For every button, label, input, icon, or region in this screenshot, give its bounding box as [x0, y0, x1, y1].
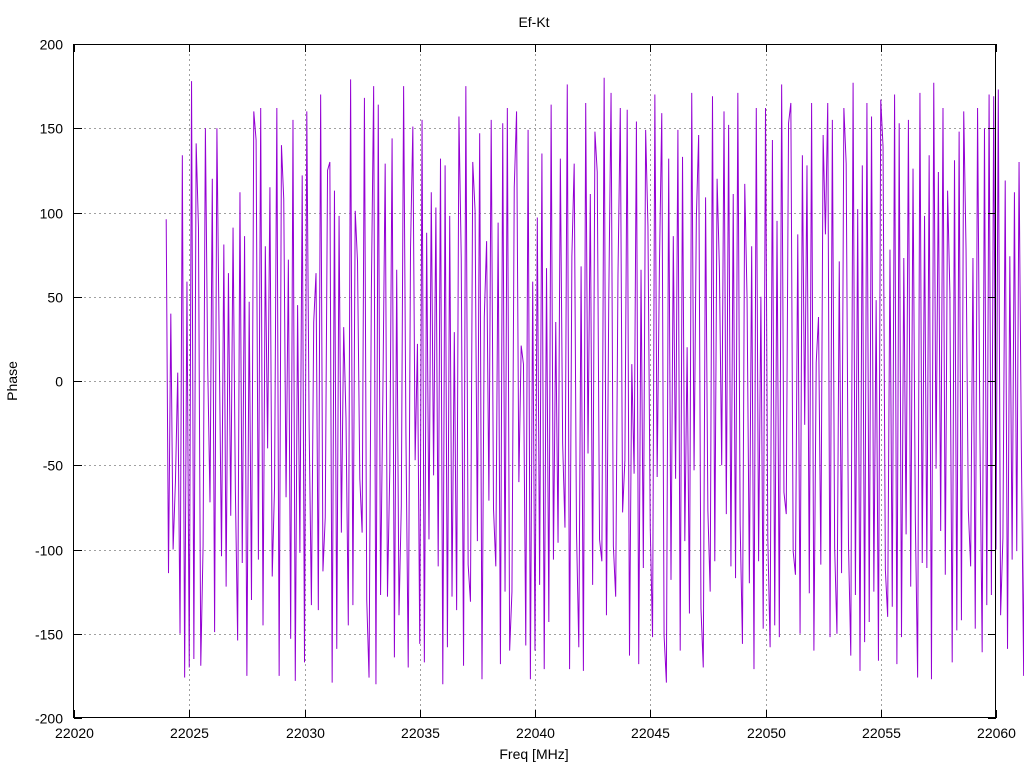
x-tick-labels: 22020 22025 22030 22035 22040 22045 22050 22055…	[55, 725, 1016, 741]
y-tick-label: 50	[47, 290, 63, 306]
x-tick-label: 22055	[862, 725, 901, 741]
y-tick-labels: -200 -150 -100 -50 0 50 100 150 200	[35, 37, 63, 727]
phase-series-line	[165, 77, 1024, 685]
y-tick-label: -200	[35, 711, 63, 727]
y-tick-label: -100	[35, 543, 63, 559]
tick-marks	[74, 44, 997, 719]
y-axis-label: Phase	[4, 361, 20, 401]
chart-title: Ef-Kt	[518, 14, 549, 30]
x-tick-label: 22025	[170, 725, 209, 741]
y-tick-label: 200	[40, 37, 64, 53]
x-tick-label: 22050	[747, 725, 786, 741]
x-tick-label: 22035	[401, 725, 440, 741]
y-tick-label: 0	[55, 374, 63, 390]
y-tick-label: -150	[35, 627, 63, 643]
x-tick-label: 22060	[977, 725, 1016, 741]
y-tick-label: 100	[40, 206, 64, 222]
grid-lines	[74, 44, 996, 718]
x-axis-label: Freq [MHz]	[499, 746, 568, 762]
y-tick-label: -50	[43, 458, 63, 474]
x-tick-label: 22040	[516, 725, 555, 741]
x-tick-label: 22030	[286, 725, 325, 741]
x-tick-label: 22020	[55, 725, 94, 741]
x-tick-label: 22045	[631, 725, 670, 741]
y-tick-label: 150	[40, 121, 64, 137]
series-layer	[165, 77, 1024, 685]
